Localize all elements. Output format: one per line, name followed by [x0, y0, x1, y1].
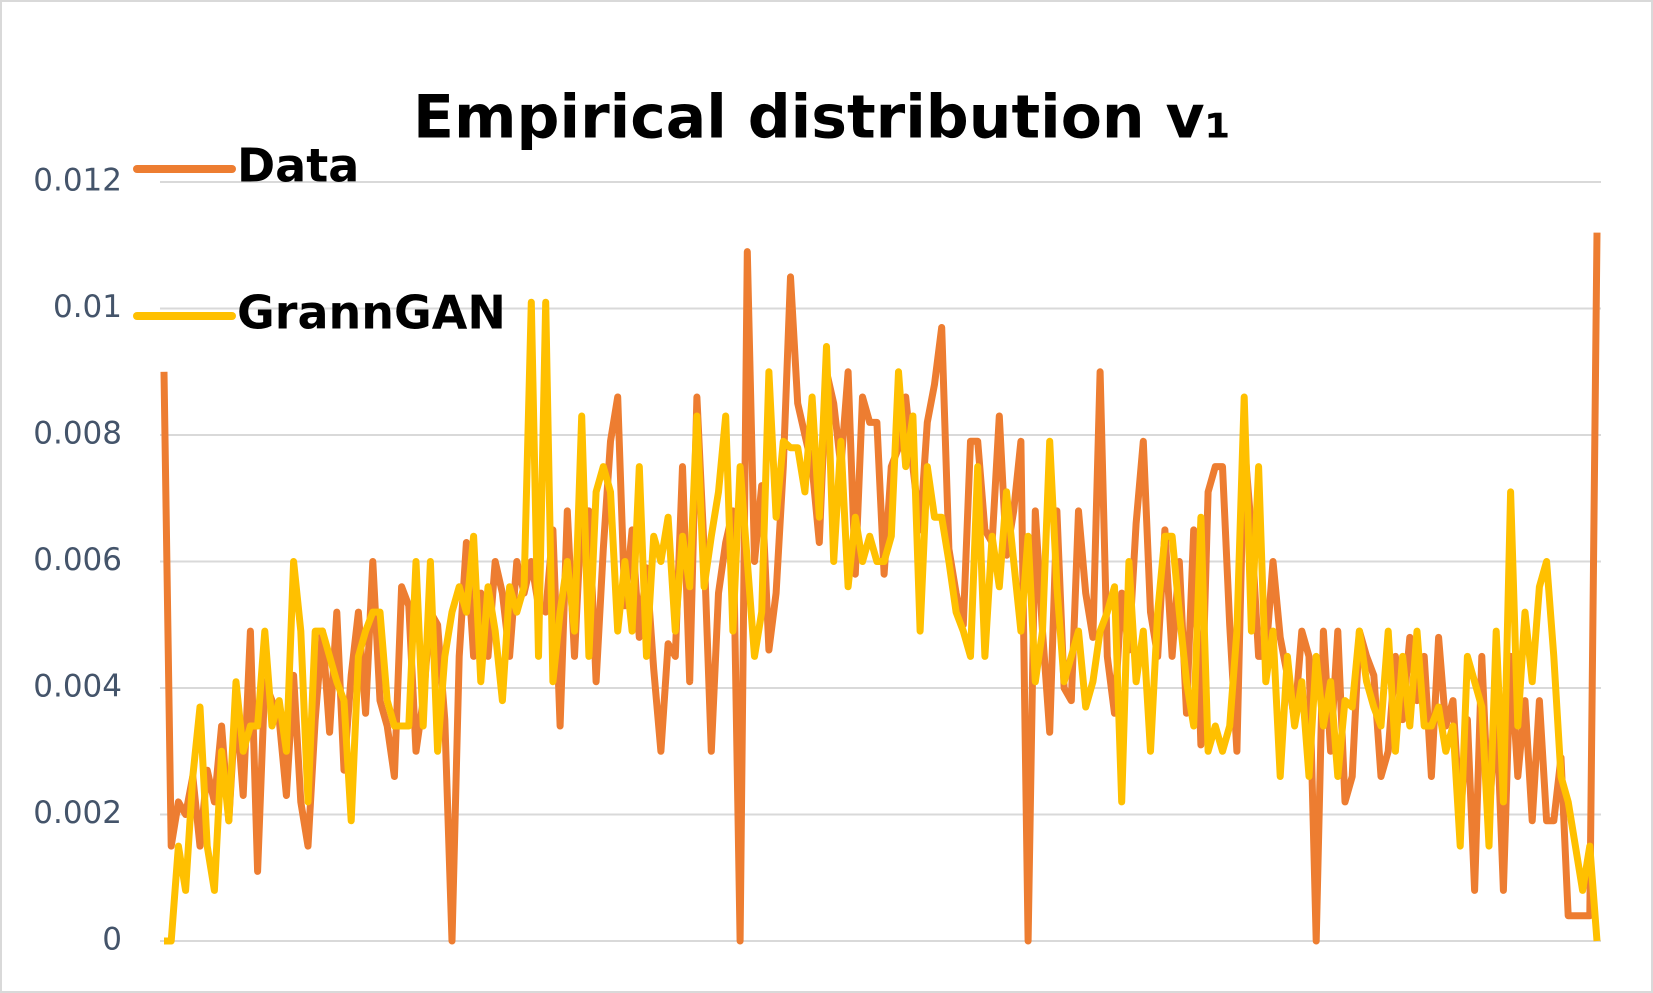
data-line	[164, 298, 1601, 945]
legend-label: Data	[237, 139, 359, 193]
y-tick-label: 0	[102, 922, 122, 958]
legend-label: GrannGAN	[237, 286, 506, 340]
y-tick-label: 0.01	[53, 289, 122, 325]
y-tick-label: 0.006	[33, 542, 122, 578]
chart-title: Empirical distribution v₁	[413, 83, 1231, 153]
y-tick-label: 0.008	[33, 416, 122, 452]
y-tick-label: 0.004	[33, 669, 122, 705]
y-tick-label: 0.012	[33, 163, 122, 199]
y-tick-label: 0.002	[33, 795, 122, 831]
